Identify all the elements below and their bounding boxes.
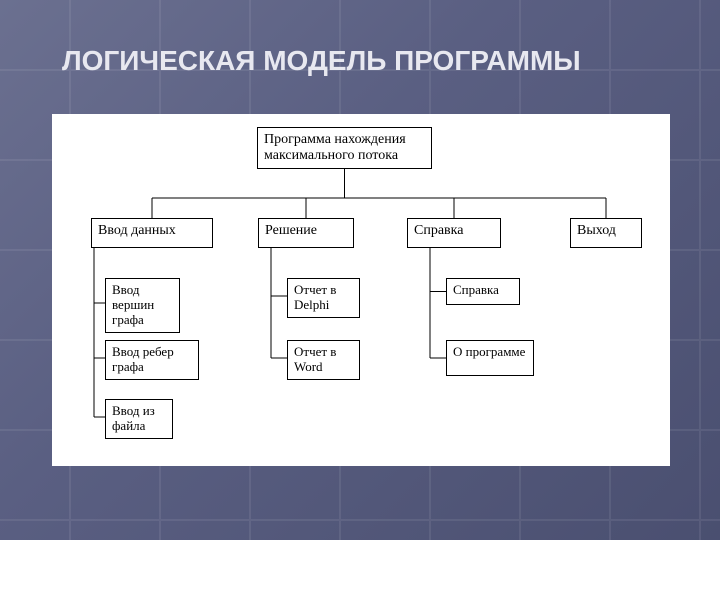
node-solve: Решение bbox=[258, 218, 354, 248]
node-s2: Отчет в Word bbox=[287, 340, 360, 380]
node-s1: Отчет в Delphi bbox=[287, 278, 360, 318]
node-in3: Ввод из файла bbox=[105, 399, 173, 439]
node-in2: Ввод ребер графа bbox=[105, 340, 199, 380]
node-h1: Справка bbox=[446, 278, 520, 305]
tree-connectors bbox=[0, 0, 720, 540]
node-help: Справка bbox=[407, 218, 501, 248]
node-in: Ввод данных bbox=[91, 218, 213, 248]
node-in1: Ввод вершин графа bbox=[105, 278, 180, 333]
node-root: Программа нахождения максимального поток… bbox=[257, 127, 432, 169]
node-h2: О программе bbox=[446, 340, 534, 376]
node-exit: Выход bbox=[570, 218, 642, 248]
